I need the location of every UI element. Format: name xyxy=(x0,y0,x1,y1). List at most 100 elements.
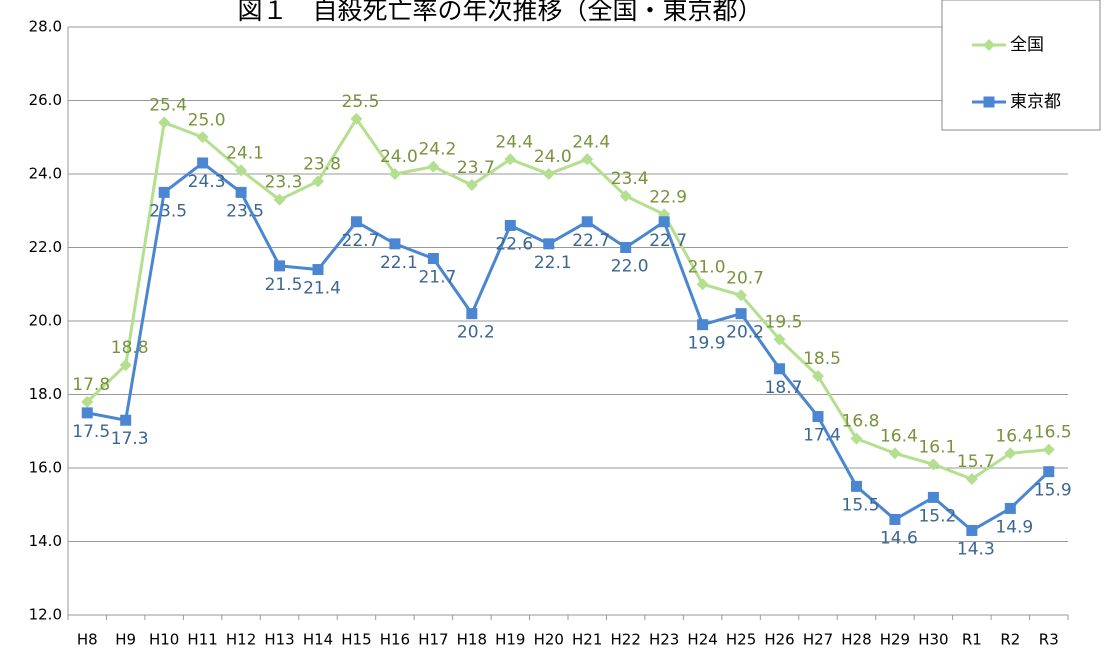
data-label: 25.4 xyxy=(149,96,187,116)
data-label: 23.4 xyxy=(611,169,649,189)
x-tick-label: H9 xyxy=(115,631,136,649)
data-label: 18.5 xyxy=(803,349,841,369)
y-tick-label: 24.0 xyxy=(29,165,62,183)
x-tick-label: H16 xyxy=(380,631,410,649)
x-tick-label: H11 xyxy=(187,631,217,649)
x-tick-label: R1 xyxy=(962,631,982,649)
point xyxy=(581,153,594,166)
point xyxy=(466,308,478,320)
data-label: 22.1 xyxy=(534,253,572,273)
point xyxy=(235,164,248,177)
data-label: 23.8 xyxy=(303,154,341,174)
y-tick-label: 28.0 xyxy=(29,18,62,36)
point xyxy=(119,359,132,372)
data-label: 15.5 xyxy=(842,495,880,515)
data-label: 24.0 xyxy=(534,147,572,167)
series-line xyxy=(86,161,1050,533)
point xyxy=(235,186,247,198)
data-label: 25.0 xyxy=(188,110,226,130)
data-label: 22.1 xyxy=(380,253,418,273)
point xyxy=(581,216,593,228)
data-label: 22.6 xyxy=(495,234,533,254)
data-label: 15.7 xyxy=(957,452,995,472)
data-label: 15.9 xyxy=(1034,481,1072,501)
data-label: 14.3 xyxy=(957,539,995,559)
data-label: 17.8 xyxy=(72,375,110,395)
point xyxy=(966,524,978,536)
data-label: 25.5 xyxy=(342,92,380,112)
point xyxy=(196,131,209,144)
x-tick-label: H30 xyxy=(918,631,948,649)
x-tick-label: H27 xyxy=(803,631,833,649)
point xyxy=(1004,502,1016,514)
point xyxy=(274,260,286,272)
x-tick-label: H14 xyxy=(303,631,333,649)
point xyxy=(350,112,363,125)
point xyxy=(696,278,709,291)
point xyxy=(388,168,401,180)
point xyxy=(120,414,132,426)
legend xyxy=(941,0,1101,131)
point xyxy=(312,264,324,276)
point xyxy=(812,370,824,383)
data-label: 17.3 xyxy=(111,429,149,449)
point xyxy=(735,308,747,320)
x-tick-label: H17 xyxy=(418,631,448,649)
point xyxy=(658,216,670,228)
data-label: 24.4 xyxy=(495,132,533,152)
data-label: 23.3 xyxy=(265,173,303,193)
point xyxy=(927,491,939,503)
data-label: 15.2 xyxy=(918,506,956,526)
data-label: 24.1 xyxy=(226,143,264,163)
point xyxy=(389,238,401,250)
data-label: 17.5 xyxy=(72,422,110,442)
data-label: 21.4 xyxy=(303,279,341,299)
data-label: 14.9 xyxy=(995,517,1033,537)
data-label: 16.4 xyxy=(880,426,918,446)
data-label: 19.9 xyxy=(688,334,726,354)
data-label: 20.7 xyxy=(726,268,764,288)
data-label: 18.8 xyxy=(111,338,149,358)
x-tick-label: H24 xyxy=(687,631,717,649)
x-tick-label: H20 xyxy=(534,631,564,649)
data-label: 22.9 xyxy=(649,187,687,207)
point xyxy=(697,319,709,331)
legend-label: 東京都 xyxy=(1010,92,1061,112)
data-label: 22.7 xyxy=(342,231,380,251)
point xyxy=(465,179,478,192)
x-tick-label: H18 xyxy=(457,631,487,649)
point xyxy=(812,411,824,423)
x-tick-label: H19 xyxy=(495,631,525,649)
chart-title: 図１ 自殺死亡率の年次推移（全国・東京都） xyxy=(237,0,762,25)
data-label: 16.1 xyxy=(918,437,956,457)
x-tick-label: H25 xyxy=(726,631,756,649)
point xyxy=(81,407,93,419)
data-label: 23.5 xyxy=(149,201,187,221)
data-label: 22.7 xyxy=(649,231,687,251)
data-label: 18.7 xyxy=(765,378,803,398)
y-tick-label: 26.0 xyxy=(29,91,62,109)
point xyxy=(81,395,94,408)
x-tick-label: R2 xyxy=(1000,631,1020,649)
point xyxy=(983,39,995,51)
point xyxy=(197,157,209,169)
point xyxy=(889,513,901,525)
data-label: 23.7 xyxy=(457,158,495,178)
data-label: 16.8 xyxy=(842,412,880,432)
point xyxy=(543,238,555,250)
point xyxy=(619,190,632,203)
point xyxy=(504,219,516,231)
data-label: 16.4 xyxy=(995,426,1033,446)
y-tick-label: 20.0 xyxy=(29,312,62,330)
data-label: 24.4 xyxy=(572,132,610,152)
data-label: 22.7 xyxy=(572,231,610,251)
data-label: 21.5 xyxy=(265,275,303,295)
point xyxy=(1043,466,1055,478)
point xyxy=(158,116,171,129)
point xyxy=(735,289,748,302)
point xyxy=(983,96,995,108)
data-label: 22.0 xyxy=(611,257,649,277)
x-tick-label: H21 xyxy=(572,631,602,649)
x-tick-label: H26 xyxy=(764,631,794,649)
